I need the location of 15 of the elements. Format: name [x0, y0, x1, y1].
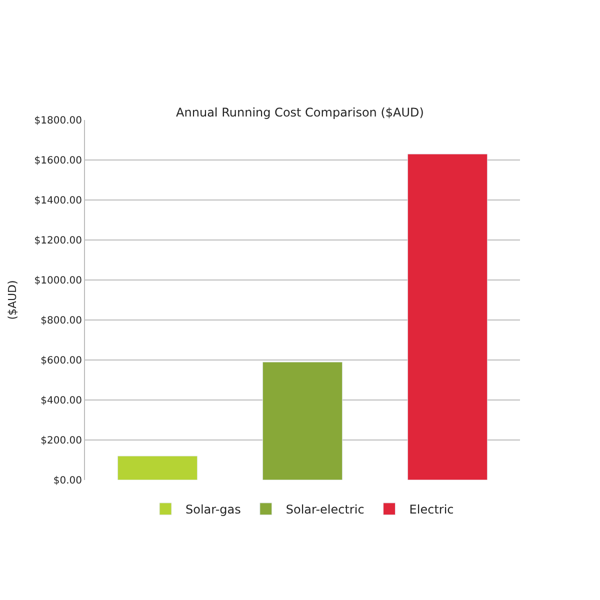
y-tick-label: $1200.00 [34, 236, 82, 246]
y-tick-label: $1000.00 [34, 276, 82, 286]
legend-label: Solar-gas [186, 502, 241, 517]
y-tick-label: $1400.00 [34, 196, 82, 206]
chart-title: Annual Running Cost Comparison ($AUD) [176, 105, 424, 120]
legend-label: Solar-electric [286, 502, 364, 517]
y-tick-label: $400.00 [40, 396, 82, 406]
y-tick-label: $800.00 [40, 316, 82, 326]
y-tick-label: $0.00 [53, 476, 82, 486]
legend-label: Electric [409, 502, 454, 517]
y-tick-label: $1600.00 [34, 156, 82, 166]
y-tick-label: $200.00 [40, 436, 82, 446]
y-tick-label: $1800.00 [34, 116, 82, 126]
y-tick-label: $600.00 [40, 356, 82, 366]
y-axis-title: ($AUD) [6, 280, 19, 320]
